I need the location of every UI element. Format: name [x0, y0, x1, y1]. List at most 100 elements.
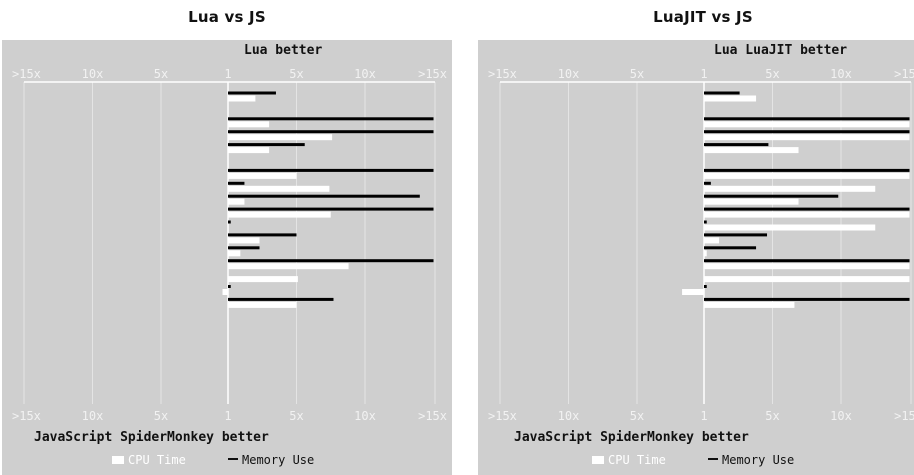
tick-label-bottom: >15x	[894, 409, 914, 423]
tick-label-bottom: 5x	[630, 409, 644, 423]
top-better-label: Lua LuaJIT better	[714, 43, 848, 58]
memory-use-bar	[228, 207, 434, 211]
cpu-time-bar	[704, 263, 910, 270]
cpu-time-bar	[704, 250, 707, 257]
tick-label-bottom: 1	[700, 409, 707, 423]
memory-use-bar	[704, 91, 740, 95]
legend-cpu-time: CPU Time	[112, 453, 186, 467]
tick-label-top: >15x	[12, 67, 41, 81]
cpu-time-bar	[228, 237, 260, 244]
cpu-time-bar	[704, 172, 910, 179]
tick-label-top: 10x	[830, 67, 852, 81]
cpu-time-bar	[228, 263, 349, 270]
tick-label-bottom: 5x	[765, 409, 779, 423]
cpu-time-bar	[704, 121, 910, 128]
cpu-time-bar	[704, 224, 876, 231]
cpu-time-bar	[228, 301, 297, 308]
memory-use-bar	[704, 143, 769, 147]
legend-cpu-swatch	[592, 456, 604, 464]
cpu-time-bar	[228, 276, 298, 283]
tick-label-top: 5x	[154, 67, 168, 81]
memory-use-bar	[228, 220, 231, 224]
memory-use-bar	[228, 91, 276, 95]
tick-label-top: 1	[224, 67, 231, 81]
cpu-time-bar	[704, 237, 720, 244]
memory-use-bar	[228, 168, 434, 172]
top-better-label: Lua better	[244, 43, 323, 58]
tick-label-top: >15x	[488, 67, 517, 81]
tick-label-top: 10x	[82, 67, 104, 81]
cpu-time-bar	[228, 147, 270, 154]
legend-cpu-swatch	[112, 456, 124, 464]
cpu-time-bar	[704, 198, 799, 205]
tick-label-top: 10x	[354, 67, 376, 81]
tick-label-bottom: 5x	[154, 409, 168, 423]
cpu-time-bar	[704, 147, 799, 154]
memory-use-bar	[704, 194, 839, 198]
memory-use-bar	[228, 246, 260, 250]
chart-svg: >15x 10x 5x 1 5x 10x >15x >15x 10x 5x 1 5x 10x >15x	[12, 67, 447, 423]
tick-label-bottom: 5x	[289, 409, 303, 423]
memory-use-bar	[228, 297, 334, 301]
cpu-time-bar	[228, 185, 330, 192]
cpu-time-bar	[228, 95, 256, 102]
tick-label-bottom: 10x	[830, 409, 852, 423]
memory-use-bar	[228, 285, 231, 288]
tick-label-top: 10x	[558, 67, 580, 81]
legend-memory-label: Memory Use	[722, 453, 795, 467]
memory-use-bar	[228, 194, 420, 198]
cpu-time-bar	[704, 301, 795, 308]
legend-memory-swatch	[228, 458, 238, 460]
cpu-time-bar	[228, 172, 297, 179]
tick-label-top: 5x	[765, 67, 779, 81]
cpu-time-bar	[704, 185, 876, 192]
cpu-time-bar	[222, 289, 228, 295]
memory-use-bar	[704, 297, 910, 301]
legend-memory-use: Memory Use	[228, 453, 314, 467]
memory-use-bar	[228, 130, 434, 134]
tick-label-bottom: >15x	[418, 409, 447, 423]
memory-use-bar	[704, 181, 711, 185]
memory-use-bar	[704, 259, 910, 263]
tick-label-bottom: 1	[224, 409, 231, 423]
chart-title: Lua vs JS	[188, 8, 266, 26]
memory-use-bar	[704, 220, 707, 224]
tick-label-top: >15x	[894, 67, 914, 81]
cpu-time-bar	[228, 134, 333, 141]
cpu-time-bar	[704, 276, 910, 283]
cpu-time-bar	[704, 134, 910, 141]
memory-use-bar	[228, 233, 297, 237]
plot-background	[2, 40, 452, 475]
memory-use-bar	[704, 246, 757, 250]
memory-use-bar	[228, 143, 305, 147]
chart-svg: >15x 10x 5x 1 5x 10x >15x >15x 10x 5x 1 5x 10x >15x	[488, 67, 914, 423]
chart-panel-luajit: LuaJIT vs JS >15x 10x 5x 1 5x 10x >15x >15x 10x 5…	[478, 0, 914, 475]
legend-cpu-label: CPU Time	[128, 453, 186, 467]
bottom-better-label: JavaScript SpiderMonkey better	[34, 430, 269, 445]
tick-label-top: 1	[700, 67, 707, 81]
chart-title: LuaJIT vs JS	[653, 8, 753, 26]
tick-label-top: 5x	[630, 67, 644, 81]
memory-use-bar	[228, 117, 434, 121]
memory-use-bar	[704, 233, 768, 237]
tick-label-bottom: 10x	[558, 409, 580, 423]
cpu-time-bar	[228, 211, 331, 218]
memory-use-bar	[704, 130, 910, 134]
legend-cpu-label: CPU Time	[608, 453, 666, 467]
memory-use-bar	[704, 168, 910, 172]
cpu-time-bar	[228, 121, 270, 128]
tick-label-bottom: >15x	[12, 409, 41, 423]
cpu-time-bar	[228, 250, 241, 257]
memory-use-bar	[228, 181, 245, 185]
tick-label-bottom: 10x	[354, 409, 376, 423]
legend-memory-label: Memory Use	[242, 453, 315, 467]
memory-use-bar	[704, 285, 707, 288]
legend-memory-swatch	[708, 458, 718, 460]
memory-use-bar	[228, 259, 434, 263]
cpu-time-bar	[704, 211, 910, 218]
legend-cpu-time: CPU Time	[592, 453, 666, 467]
tick-label-bottom: 10x	[82, 409, 104, 423]
tick-label-top: >15x	[418, 67, 447, 81]
bottom-better-label: JavaScript SpiderMonkey better	[514, 430, 749, 445]
chart-panel-lua: Lua vs JS >15x 10x 5x 1 5x 10x >15x >15x 10x 5x 1 5…	[2, 0, 452, 475]
